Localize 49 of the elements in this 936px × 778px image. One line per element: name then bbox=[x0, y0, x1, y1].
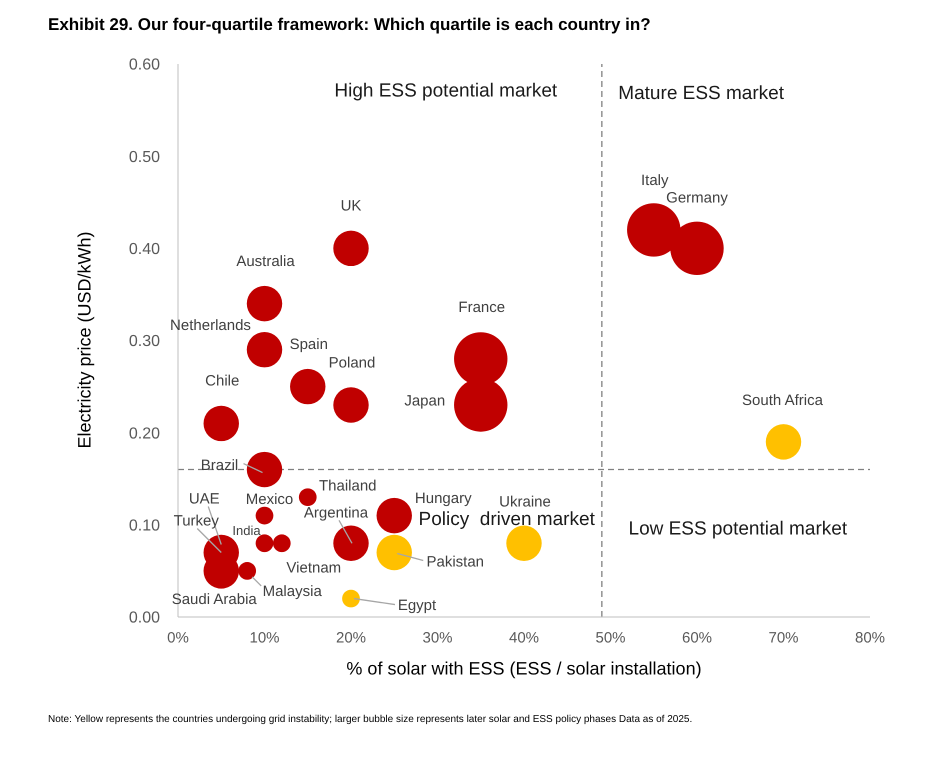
annotation: South Africa bbox=[742, 392, 824, 410]
y-tick-label: 0.60 bbox=[128, 56, 160, 74]
y-tick-label: 0.00 bbox=[128, 610, 160, 627]
annotation: Low ESS potential market bbox=[628, 518, 848, 540]
x-tick-label: 30% bbox=[422, 630, 453, 647]
x-tick-label: 60% bbox=[682, 630, 712, 647]
x-tick-label: 40% bbox=[508, 630, 540, 647]
y-tick-label: 0.10 bbox=[128, 518, 160, 535]
annotation: Hungary bbox=[414, 490, 472, 507]
x-tick-label: 0% bbox=[167, 630, 189, 647]
y-tick-label: 0.30 bbox=[128, 333, 160, 350]
y-tick-label: 0.40 bbox=[128, 241, 160, 258]
annotation: UAE bbox=[188, 490, 220, 508]
annotation: Chile bbox=[205, 372, 240, 390]
y-tick-label: 0.20 bbox=[128, 425, 160, 442]
x-tick-label: 70% bbox=[768, 630, 799, 647]
annotation: Saudi Arabia bbox=[172, 591, 258, 608]
x-tick-label: 50% bbox=[595, 630, 626, 647]
annotation: Australia bbox=[236, 252, 296, 270]
annotation: Vietnam bbox=[286, 560, 342, 577]
annotation: Brazil bbox=[200, 456, 238, 474]
annotation: Spain bbox=[290, 336, 328, 353]
x-axis-title: % of solar with ESS (ESS / solar installation) bbox=[346, 658, 702, 680]
y-tick-label: 0.50 bbox=[128, 148, 160, 166]
annotation: Egypt bbox=[398, 596, 438, 614]
annotation: Poland bbox=[328, 354, 376, 372]
annotation: Germany bbox=[666, 190, 728, 207]
annotation: Thailand bbox=[318, 477, 377, 494]
annotation: Mexico bbox=[246, 490, 294, 508]
annotation: India bbox=[232, 522, 262, 538]
annotation: Ukraine bbox=[499, 494, 551, 511]
annotation: France bbox=[458, 299, 506, 316]
annotation: Argentina bbox=[304, 504, 369, 522]
chart-title: Exhibit 29. Our four-quartile framework: Which quartile is each country in? bbox=[48, 15, 651, 35]
annotation: High ESS potential market bbox=[334, 80, 558, 102]
annotation: UK bbox=[340, 198, 362, 215]
annotation: Mature ESS market bbox=[618, 82, 785, 104]
annotation: Netherlands bbox=[170, 316, 251, 334]
annotation: Turkey bbox=[174, 512, 220, 530]
y-axis-title: Electricity price (USD/kWh) bbox=[74, 231, 96, 449]
annotation: Malaysia bbox=[262, 583, 322, 600]
x-tick-label: 10% bbox=[249, 630, 280, 647]
text: Note: Yellow represents the countries undergoing grid instability; larger bubble size represents later solar and ESS policy phases Data as of 2025. bbox=[48, 714, 692, 726]
annotation: Pakistan bbox=[426, 554, 484, 571]
annotation: Policy driven market bbox=[418, 509, 596, 530]
annotation: Italy bbox=[640, 172, 669, 190]
x-tick-label: 20% bbox=[336, 630, 366, 647]
annotation: Japan bbox=[404, 392, 446, 410]
x-tick-label: 80% bbox=[854, 630, 886, 647]
